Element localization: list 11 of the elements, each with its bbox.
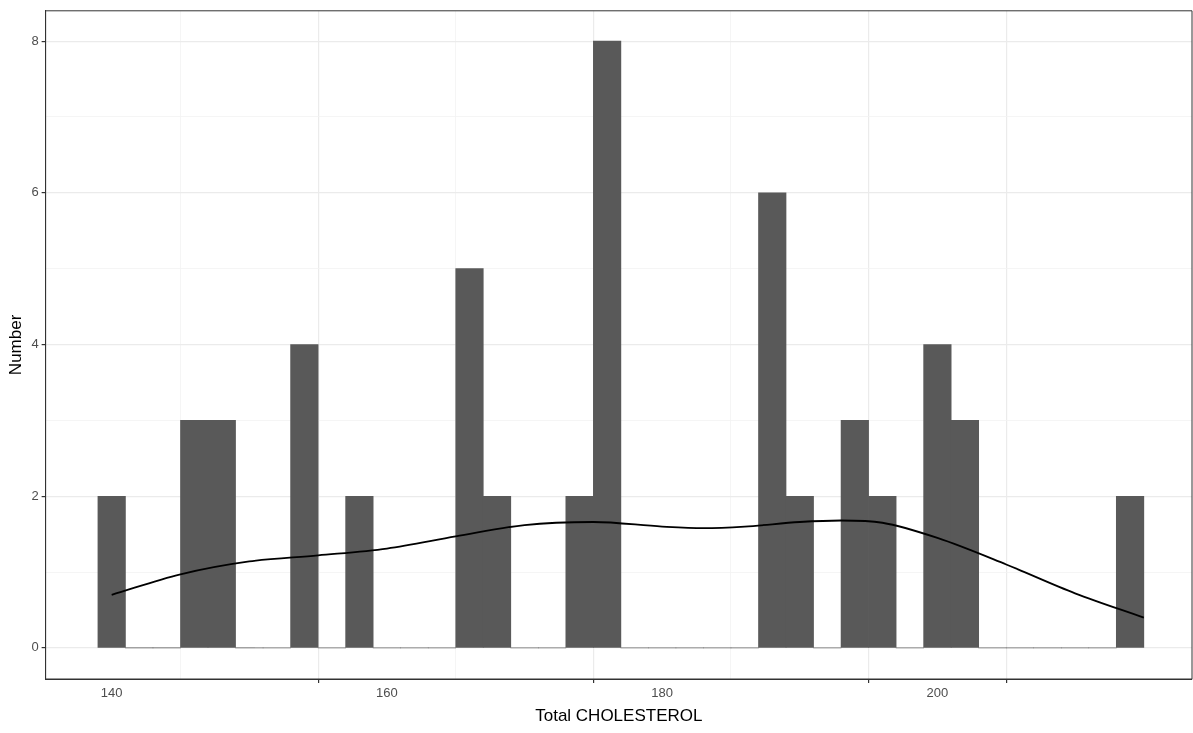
x-tick-label: 140 [100, 685, 123, 701]
x-axis-title: Total CHOLESTEROL [535, 706, 703, 726]
y-tick-label: 0 [31, 639, 39, 655]
y-tick-label: 2 [31, 487, 39, 503]
x-tick-label: 180 [651, 685, 674, 701]
x-tick-label: 160 [376, 685, 398, 701]
y-tick-label: 4 [31, 336, 39, 352]
y-tick-label: 8 [31, 32, 39, 48]
y-axis-title: Number [5, 314, 25, 376]
y-tick-label: 6 [31, 184, 39, 200]
x-tick-label: 200 [926, 685, 949, 701]
